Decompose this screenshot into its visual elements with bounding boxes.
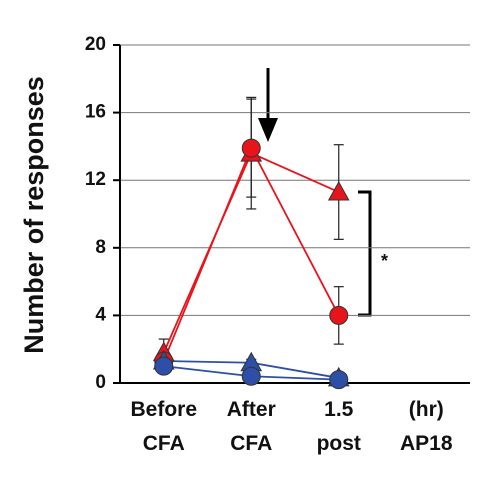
x-tick-label-line: CFA [230, 432, 272, 455]
y-tick-label: 16 [85, 102, 106, 123]
x-tick-label-line: After [227, 398, 276, 421]
x-tick-label-line: post [317, 432, 361, 455]
y-axis-label: Number of responses [19, 76, 49, 354]
circle-marker [329, 305, 349, 325]
circle-marker [241, 138, 261, 158]
x-tick-label: After CFA [227, 398, 276, 455]
x-tick-label: 1.5 post [317, 398, 361, 455]
circle-marker [329, 370, 349, 390]
arrow [258, 68, 278, 142]
annotation: * [381, 251, 388, 271]
y-tick-label: 8 [95, 237, 106, 258]
x-tick-label-line: CFA [143, 432, 185, 455]
x-tick-label-line: AP18 [400, 432, 453, 455]
x-tick-label-line: Before [130, 398, 197, 421]
triangle-marker [327, 181, 350, 201]
circle-marker [154, 356, 174, 376]
x-tick-label: (hr) AP18 [400, 398, 453, 455]
significance-bracket [358, 190, 372, 317]
y-tick-label: 0 [95, 372, 106, 393]
circle-marker [241, 366, 261, 386]
x-tick-label-line: 1.5 [324, 398, 354, 421]
x-tick-label: Before CFA [130, 398, 197, 455]
y-tick-label: 12 [85, 169, 106, 190]
y-tick-label: 20 [85, 34, 106, 55]
y-tick-label: 4 [95, 304, 106, 325]
x-tick-label-line: (hr) [409, 398, 444, 421]
